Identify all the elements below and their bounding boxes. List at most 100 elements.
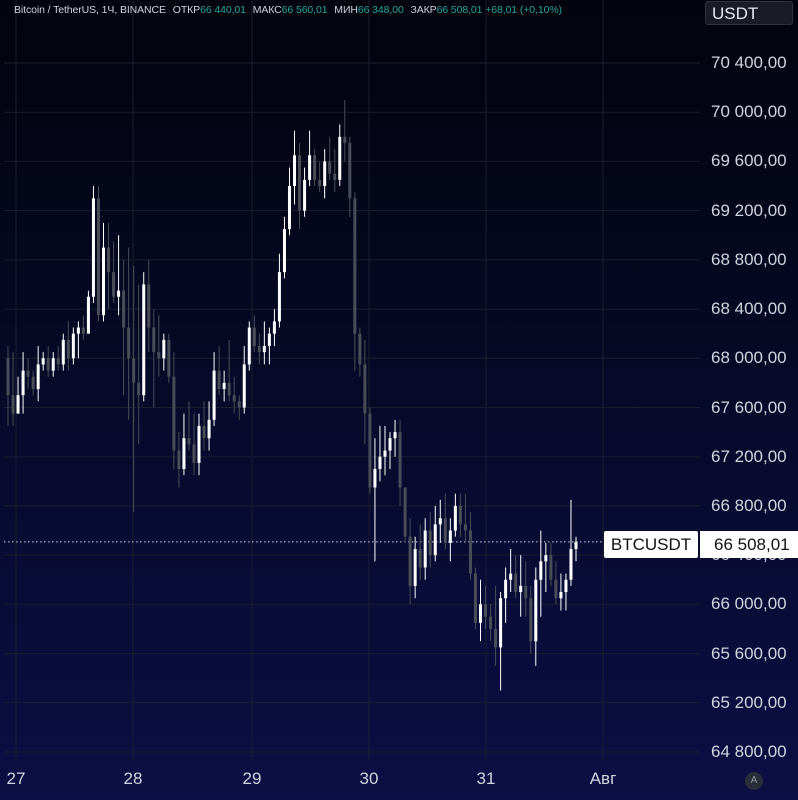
candle-body — [438, 518, 442, 525]
candle-body — [26, 370, 30, 377]
candle-body — [132, 358, 136, 383]
candle-body — [413, 548, 417, 586]
candle-body — [282, 229, 286, 273]
candle-body — [303, 179, 307, 211]
candle-body — [182, 438, 186, 470]
candle-body — [473, 573, 477, 623]
candle-body — [383, 450, 387, 457]
candle-body — [232, 395, 236, 402]
candle-body — [21, 370, 25, 396]
candle-body — [51, 358, 55, 371]
candle-body — [36, 364, 40, 390]
candle-body — [172, 376, 176, 451]
price-tick-label: 64 800,00 — [711, 742, 787, 761]
candle-body — [504, 579, 508, 599]
candle-body — [91, 198, 95, 297]
candle-body — [333, 173, 337, 180]
price-tick-label: 65 200,00 — [711, 692, 787, 712]
candle-body — [554, 579, 558, 599]
candle-body — [524, 585, 528, 599]
candle-body — [31, 376, 35, 390]
candle-body — [242, 364, 246, 408]
candle-body — [41, 358, 45, 365]
time-tick-label: 28 — [123, 769, 143, 788]
candle-body — [56, 358, 60, 365]
candle-body — [157, 352, 161, 359]
candle-body — [318, 179, 322, 187]
price-tick-label: 66 000,00 — [711, 594, 787, 614]
candle-body — [11, 395, 15, 414]
currency-button[interactable]: USDT — [705, 1, 793, 25]
price-tick-label: 66 800,00 — [711, 495, 787, 515]
candle-body — [267, 333, 271, 346]
candle-body — [373, 469, 377, 488]
candle-body — [403, 487, 407, 537]
candle-body — [66, 339, 70, 359]
candle-body — [423, 530, 427, 568]
price-tick-label: 69 600,00 — [711, 151, 787, 171]
chart-grid — [4, 0, 700, 760]
price-tick-label: 67 600,00 — [711, 397, 787, 417]
high-label: МАКС — [252, 4, 282, 16]
time-tick-label: 27 — [6, 769, 26, 788]
symbol-legend: Bitcoin / TetherUS, 1Ч, BINANCE ОТКР66 4… — [14, 4, 562, 16]
price-tick-label: 67 200,00 — [711, 446, 787, 466]
candle-body — [428, 530, 432, 556]
candle-body — [137, 382, 141, 396]
candle-body — [484, 604, 488, 617]
candle-body — [167, 339, 171, 377]
candle-body — [368, 413, 372, 488]
candle-body — [549, 555, 553, 580]
candle-body — [514, 573, 518, 593]
time-tick-label: 29 — [242, 769, 262, 788]
auto-scale-button[interactable]: A — [745, 772, 763, 790]
candle-body — [96, 198, 100, 316]
close-label: ЗАКР — [410, 4, 437, 16]
candle-body — [564, 579, 568, 593]
price-tick-label: 68 800,00 — [711, 249, 787, 269]
candle-body — [458, 505, 462, 525]
candle-body — [348, 142, 352, 199]
price-tick-label: 68 000,00 — [711, 348, 787, 368]
candle-body — [112, 272, 116, 297]
candle-body — [418, 548, 422, 568]
candle-body — [192, 444, 196, 463]
price-tick-label: 70 000,00 — [711, 102, 787, 122]
candle-body — [443, 518, 447, 543]
candle-body — [453, 505, 457, 531]
candle-body — [217, 370, 221, 390]
candle-body — [202, 425, 206, 439]
candle-body — [107, 247, 111, 273]
candle-body — [328, 161, 332, 174]
candle-body — [197, 425, 201, 463]
open-value: 66 440,01 — [200, 4, 246, 16]
candle-body — [152, 327, 156, 353]
candle-body — [494, 628, 498, 648]
time-tick-label: 31 — [476, 769, 496, 788]
candle-body — [433, 524, 437, 556]
candle-body — [117, 290, 121, 297]
candle-body — [478, 604, 482, 623]
price-tick-label: 65 600,00 — [711, 643, 787, 663]
candle-body — [534, 579, 538, 642]
candle-body — [187, 438, 191, 445]
candle-body — [127, 327, 131, 359]
candle-body — [257, 345, 261, 353]
candle-body — [539, 561, 543, 580]
candle-body — [252, 327, 256, 346]
candle-body — [398, 432, 402, 488]
candle-body — [71, 333, 75, 359]
candle-body — [102, 247, 106, 316]
candle-body — [509, 573, 513, 580]
candle-body — [61, 339, 65, 365]
candles — [6, 99, 578, 691]
symbol-title: Bitcoin / TetherUS, 1Ч, BINANCE — [14, 4, 166, 16]
candle-body — [519, 585, 523, 593]
candle-body — [272, 321, 276, 334]
candle-body — [81, 327, 85, 334]
candle-body — [308, 155, 312, 180]
open-label: ОТКР — [172, 4, 201, 16]
candle-body — [323, 161, 327, 187]
candle-body — [6, 358, 10, 396]
